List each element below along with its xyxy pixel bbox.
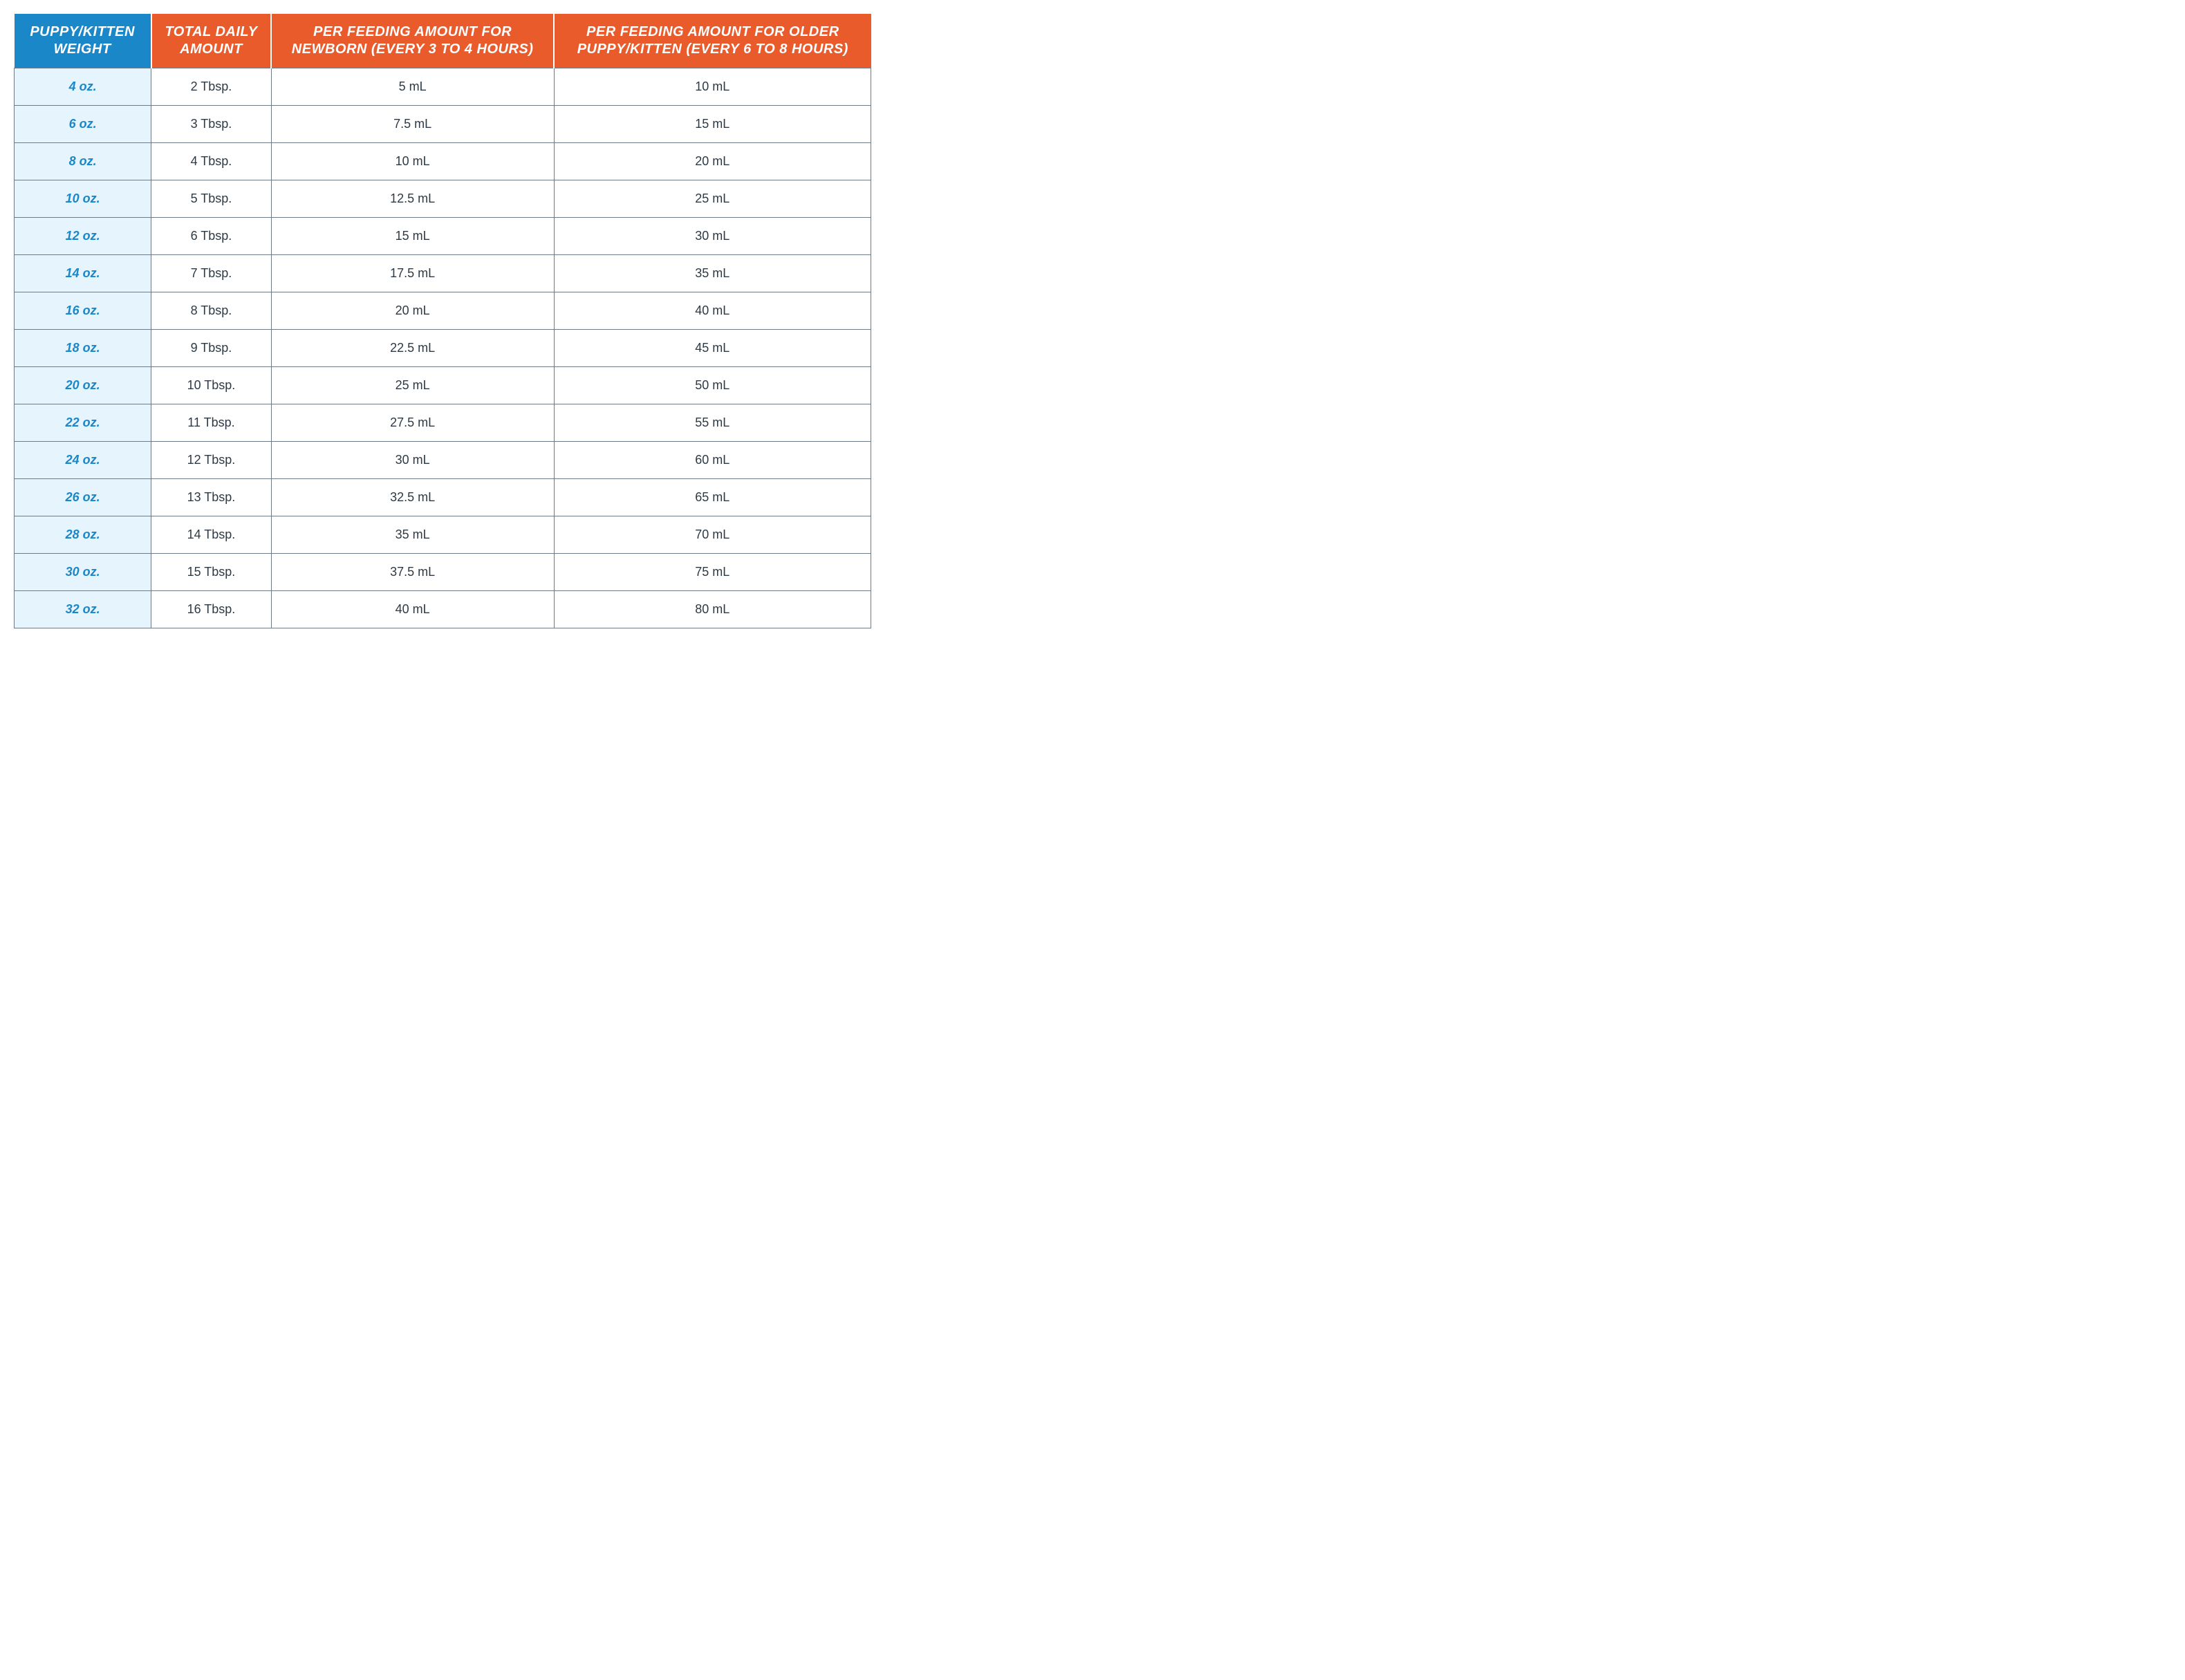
older-cell: 75 mL xyxy=(554,554,871,591)
col-header-newborn: PER FEEDING AMOUNT FOR NEWBORN (EVERY 3 … xyxy=(271,14,554,68)
weight-cell: 16 oz. xyxy=(15,292,151,330)
table-row: 28 oz.14 Tbsp.35 mL70 mL xyxy=(15,516,871,554)
daily-cell: 3 Tbsp. xyxy=(151,106,271,143)
daily-cell: 14 Tbsp. xyxy=(151,516,271,554)
weight-cell: 32 oz. xyxy=(15,591,151,628)
table-row: 26 oz.13 Tbsp.32.5 mL65 mL xyxy=(15,479,871,516)
weight-cell: 22 oz. xyxy=(15,404,151,442)
newborn-cell: 40 mL xyxy=(271,591,554,628)
weight-cell: 10 oz. xyxy=(15,180,151,218)
newborn-cell: 32.5 mL xyxy=(271,479,554,516)
weight-cell: 12 oz. xyxy=(15,218,151,255)
table-row: 22 oz.11 Tbsp.27.5 mL55 mL xyxy=(15,404,871,442)
daily-cell: 6 Tbsp. xyxy=(151,218,271,255)
col-header-weight: PUPPY/KITTEN WEIGHT xyxy=(15,14,151,68)
weight-cell: 14 oz. xyxy=(15,255,151,292)
table-row: 10 oz.5 Tbsp.12.5 mL25 mL xyxy=(15,180,871,218)
newborn-cell: 17.5 mL xyxy=(271,255,554,292)
weight-cell: 8 oz. xyxy=(15,143,151,180)
table-row: 6 oz.3 Tbsp.7.5 mL15 mL xyxy=(15,106,871,143)
older-cell: 70 mL xyxy=(554,516,871,554)
newborn-cell: 35 mL xyxy=(271,516,554,554)
newborn-cell: 10 mL xyxy=(271,143,554,180)
daily-cell: 2 Tbsp. xyxy=(151,68,271,106)
older-cell: 30 mL xyxy=(554,218,871,255)
table-row: 20 oz.10 Tbsp.25 mL50 mL xyxy=(15,367,871,404)
weight-cell: 6 oz. xyxy=(15,106,151,143)
daily-cell: 9 Tbsp. xyxy=(151,330,271,367)
newborn-cell: 12.5 mL xyxy=(271,180,554,218)
daily-cell: 15 Tbsp. xyxy=(151,554,271,591)
weight-cell: 18 oz. xyxy=(15,330,151,367)
daily-cell: 16 Tbsp. xyxy=(151,591,271,628)
daily-cell: 13 Tbsp. xyxy=(151,479,271,516)
older-cell: 55 mL xyxy=(554,404,871,442)
table-row: 12 oz.6 Tbsp.15 mL30 mL xyxy=(15,218,871,255)
older-cell: 60 mL xyxy=(554,442,871,479)
older-cell: 40 mL xyxy=(554,292,871,330)
table-header: PUPPY/KITTEN WEIGHT TOTAL DAILY AMOUNT P… xyxy=(15,14,871,68)
older-cell: 25 mL xyxy=(554,180,871,218)
daily-cell: 11 Tbsp. xyxy=(151,404,271,442)
older-cell: 10 mL xyxy=(554,68,871,106)
daily-cell: 8 Tbsp. xyxy=(151,292,271,330)
newborn-cell: 5 mL xyxy=(271,68,554,106)
table-row: 24 oz.12 Tbsp.30 mL60 mL xyxy=(15,442,871,479)
newborn-cell: 7.5 mL xyxy=(271,106,554,143)
daily-cell: 4 Tbsp. xyxy=(151,143,271,180)
newborn-cell: 27.5 mL xyxy=(271,404,554,442)
col-header-older: PER FEEDING AMOUNT FOR OLDER PUPPY/KITTE… xyxy=(554,14,871,68)
newborn-cell: 37.5 mL xyxy=(271,554,554,591)
newborn-cell: 25 mL xyxy=(271,367,554,404)
daily-cell: 5 Tbsp. xyxy=(151,180,271,218)
weight-cell: 20 oz. xyxy=(15,367,151,404)
daily-cell: 7 Tbsp. xyxy=(151,255,271,292)
table-body: 4 oz.2 Tbsp.5 mL10 mL6 oz.3 Tbsp.7.5 mL1… xyxy=(15,68,871,628)
older-cell: 45 mL xyxy=(554,330,871,367)
older-cell: 20 mL xyxy=(554,143,871,180)
table-row: 14 oz.7 Tbsp.17.5 mL35 mL xyxy=(15,255,871,292)
older-cell: 80 mL xyxy=(554,591,871,628)
table-row: 30 oz.15 Tbsp.37.5 mL75 mL xyxy=(15,554,871,591)
daily-cell: 12 Tbsp. xyxy=(151,442,271,479)
newborn-cell: 15 mL xyxy=(271,218,554,255)
table-row: 16 oz.8 Tbsp.20 mL40 mL xyxy=(15,292,871,330)
weight-cell: 26 oz. xyxy=(15,479,151,516)
newborn-cell: 20 mL xyxy=(271,292,554,330)
older-cell: 65 mL xyxy=(554,479,871,516)
table-row: 8 oz.4 Tbsp.10 mL20 mL xyxy=(15,143,871,180)
weight-cell: 4 oz. xyxy=(15,68,151,106)
older-cell: 50 mL xyxy=(554,367,871,404)
table-row: 18 oz.9 Tbsp.22.5 mL45 mL xyxy=(15,330,871,367)
table-row: 32 oz.16 Tbsp.40 mL80 mL xyxy=(15,591,871,628)
newborn-cell: 22.5 mL xyxy=(271,330,554,367)
newborn-cell: 30 mL xyxy=(271,442,554,479)
older-cell: 15 mL xyxy=(554,106,871,143)
daily-cell: 10 Tbsp. xyxy=(151,367,271,404)
weight-cell: 28 oz. xyxy=(15,516,151,554)
feeding-table: PUPPY/KITTEN WEIGHT TOTAL DAILY AMOUNT P… xyxy=(14,14,871,628)
weight-cell: 24 oz. xyxy=(15,442,151,479)
older-cell: 35 mL xyxy=(554,255,871,292)
col-header-daily: TOTAL DAILY AMOUNT xyxy=(151,14,271,68)
weight-cell: 30 oz. xyxy=(15,554,151,591)
table-row: 4 oz.2 Tbsp.5 mL10 mL xyxy=(15,68,871,106)
